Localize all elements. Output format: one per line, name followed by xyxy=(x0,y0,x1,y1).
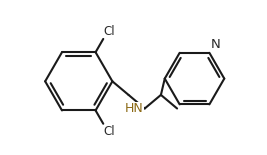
Text: HN: HN xyxy=(125,102,144,115)
Text: Cl: Cl xyxy=(104,25,115,38)
Text: N: N xyxy=(210,38,220,51)
Text: Cl: Cl xyxy=(104,125,115,138)
